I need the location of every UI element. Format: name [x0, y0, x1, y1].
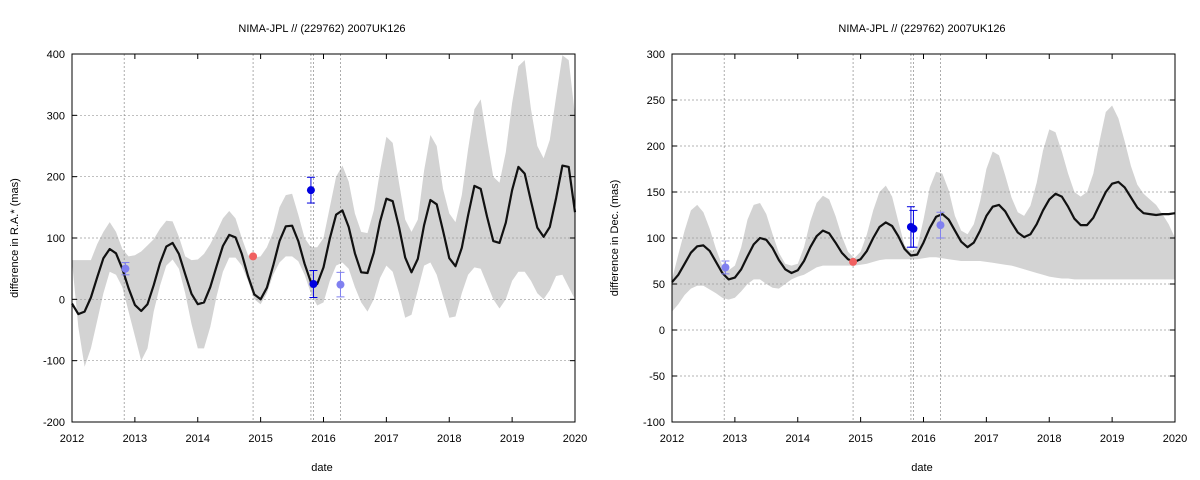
- observation-point: [336, 280, 345, 289]
- y-tick-label: 100: [47, 233, 65, 245]
- y-tick-label: 50: [653, 279, 665, 291]
- y-tick-label: 250: [647, 95, 665, 107]
- x-tick-label: 2012: [660, 433, 684, 445]
- observation-point: [721, 263, 730, 272]
- observation-point: [849, 257, 858, 266]
- observation-point: [306, 186, 315, 195]
- x-tick-label: 2018: [1037, 433, 1061, 445]
- y-tick-label: 300: [47, 110, 65, 122]
- x-tick-label: 2020: [563, 433, 587, 445]
- uncertainty-band: [72, 55, 575, 367]
- chart-title: NIMA-JPL // (229762) 2007UK126: [238, 23, 405, 35]
- x-tick-label: 2016: [911, 433, 935, 445]
- observation-point: [121, 264, 130, 273]
- x-axis-label: date: [311, 462, 332, 474]
- model-curve: [71, 164, 577, 316]
- x-axis-label: date: [911, 462, 932, 474]
- y-tick-label: 400: [47, 49, 65, 61]
- y-tick-label: 100: [647, 233, 665, 245]
- chart-title: NIMA-JPL // (229762) 2007UK126: [838, 23, 1005, 35]
- x-tick-label: 2018: [437, 433, 461, 445]
- uncertainty-band: [672, 105, 1175, 312]
- x-tick-label: 2013: [123, 433, 147, 445]
- y-tick-label: -50: [649, 371, 665, 383]
- x-tick-label: 2015: [248, 433, 272, 445]
- x-tick-label: 2014: [186, 433, 210, 445]
- observation-point: [936, 221, 945, 230]
- y-tick-label: -200: [43, 417, 65, 429]
- x-tick-label: 2017: [374, 433, 398, 445]
- dec-difference-chart: NIMA-JPL // (229762) 2007UK126 date diff…: [609, 23, 1187, 474]
- observation-point: [249, 252, 258, 261]
- model-curve: [671, 180, 1176, 283]
- x-tick-label: 2016: [311, 433, 335, 445]
- observation-point: [909, 224, 918, 233]
- ra-difference-chart: NIMA-JPL // (229762) 2007UK126 date diff…: [9, 23, 587, 474]
- x-tick-label: 2017: [974, 433, 998, 445]
- observation-point: [309, 280, 318, 288]
- y-axis-label: difference in Dec. (mas): [609, 180, 621, 297]
- x-tick-label: 2014: [786, 433, 810, 445]
- y-tick-label: 200: [647, 141, 665, 153]
- y-axis-label: difference in R.A.* (mas): [9, 178, 21, 298]
- x-tick-label: 2012: [60, 433, 84, 445]
- y-tick-label: -100: [643, 417, 665, 429]
- x-tick-label: 2020: [1163, 433, 1187, 445]
- x-tick-label: 2013: [723, 433, 747, 445]
- y-tick-label: 0: [659, 325, 665, 337]
- x-tick-label: 2015: [848, 433, 872, 445]
- x-tick-label: 2019: [500, 433, 524, 445]
- y-tick-label: 200: [47, 172, 65, 184]
- y-tick-label: 150: [647, 187, 665, 199]
- x-tick-label: 2019: [1100, 433, 1124, 445]
- y-tick-label: 0: [59, 294, 65, 306]
- y-tick-label: -100: [43, 356, 65, 368]
- y-tick-label: 300: [647, 49, 665, 61]
